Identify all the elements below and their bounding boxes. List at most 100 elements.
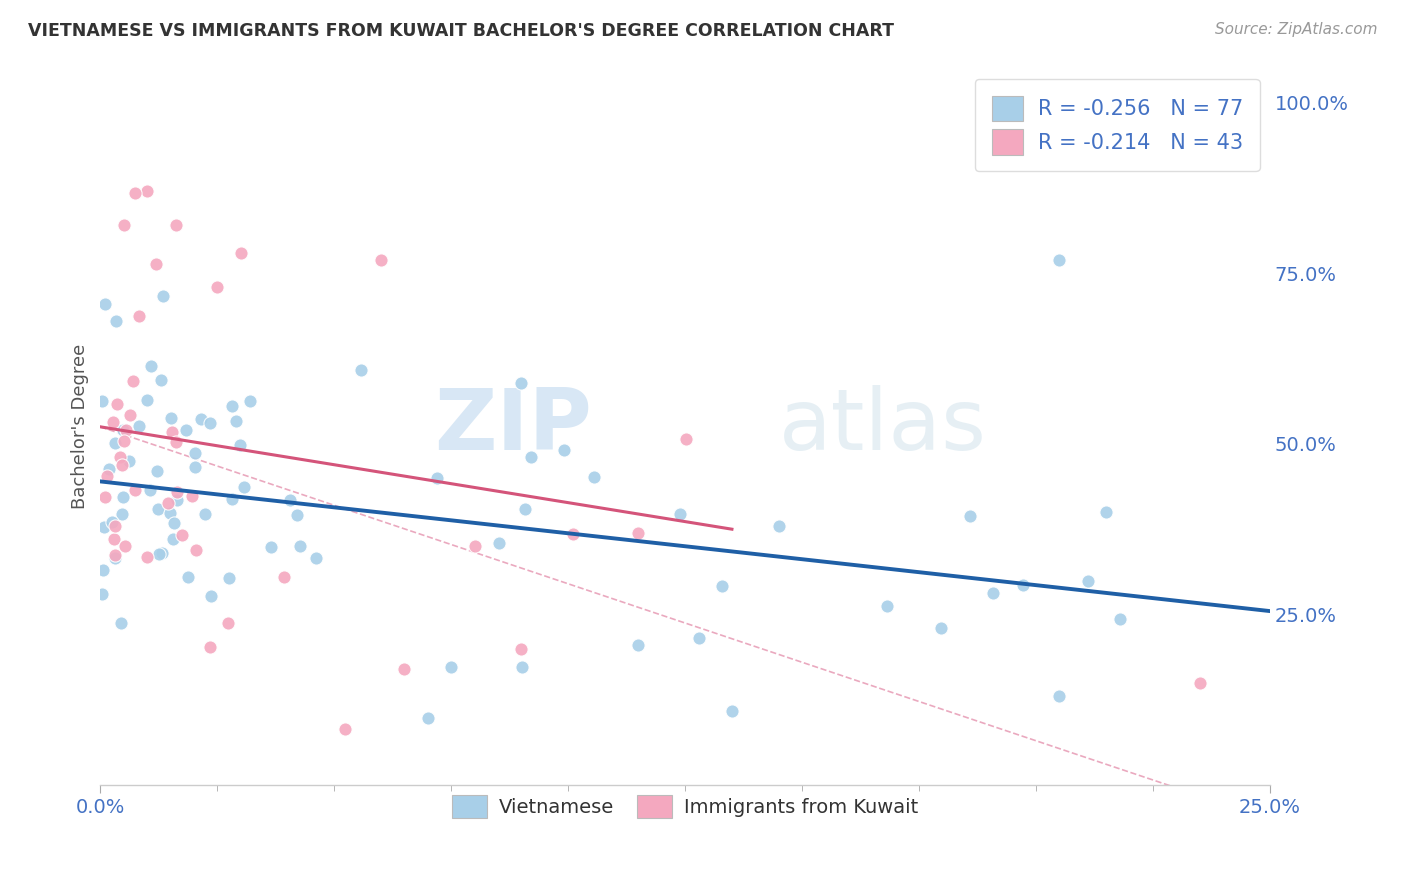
Point (160, 425, 183, 440)
Point (1077, 574, 1099, 589)
Text: Source: ZipAtlas.com: Source: ZipAtlas.com (1215, 22, 1378, 37)
Y-axis label: Bachelor's Degree: Bachelor's Degree (72, 344, 89, 509)
Point (114, 423, 136, 437)
Point (139, 483, 162, 498)
Point (104, 550, 127, 565)
Point (959, 508, 981, 523)
Point (114, 539, 136, 553)
Point (510, 376, 533, 390)
Point (464, 539, 486, 553)
Point (149, 374, 172, 388)
Point (148, 547, 170, 561)
Point (370, 252, 392, 267)
Point (513, 502, 536, 516)
Point (229, 245, 252, 260)
Point (118, 454, 141, 468)
Point (1188, 675, 1211, 690)
Point (1049, 252, 1071, 267)
Point (121, 374, 143, 388)
Point (711, 579, 734, 593)
Point (582, 469, 605, 483)
Point (350, 363, 373, 377)
Point (139, 359, 162, 373)
Point (103, 532, 125, 546)
Point (136, 185, 159, 199)
Point (1011, 578, 1033, 592)
Point (305, 550, 328, 565)
Text: VIETNAMESE VS IMMIGRANTS FROM KUWAIT BACHELOR'S DEGREE CORRELATION CHART: VIETNAMESE VS IMMIGRANTS FROM KUWAIT BAC… (28, 22, 894, 40)
Point (101, 416, 124, 430)
Point (174, 423, 197, 437)
Point (166, 493, 188, 508)
Point (93, 520, 115, 534)
Point (110, 615, 132, 630)
Point (101, 515, 124, 529)
Point (198, 640, 221, 655)
Point (112, 219, 135, 233)
Point (124, 186, 146, 201)
Point (160, 411, 183, 425)
Point (97, 462, 120, 476)
Point (1108, 612, 1130, 626)
Point (335, 722, 357, 736)
Point (91, 563, 114, 577)
Point (103, 436, 125, 450)
Point (184, 543, 207, 558)
Point (981, 585, 1004, 599)
Point (165, 218, 187, 232)
Point (627, 525, 650, 540)
Point (221, 400, 243, 414)
Point (488, 536, 510, 550)
Text: atlas: atlas (779, 385, 987, 468)
Point (1049, 690, 1071, 704)
Point (157, 496, 180, 510)
Point (260, 541, 283, 555)
Point (159, 506, 181, 520)
Point (111, 423, 134, 437)
Point (94, 297, 117, 311)
Point (96, 469, 118, 483)
Point (94, 491, 117, 505)
Point (165, 435, 187, 450)
Point (111, 490, 134, 504)
Point (152, 289, 174, 303)
Point (145, 257, 167, 271)
Point (721, 704, 744, 718)
Point (278, 492, 301, 507)
Point (128, 310, 150, 324)
Point (233, 480, 256, 494)
Point (287, 508, 309, 522)
Point (104, 548, 127, 562)
Point (111, 507, 134, 521)
Point (112, 434, 135, 448)
Point (194, 507, 217, 521)
Point (128, 419, 150, 434)
Point (91, 393, 114, 408)
Point (426, 471, 449, 485)
Point (184, 446, 207, 460)
Point (418, 711, 440, 725)
Point (876, 599, 898, 613)
Point (207, 280, 229, 294)
Point (136, 550, 159, 565)
Point (218, 571, 240, 585)
Point (136, 392, 159, 407)
Point (510, 641, 533, 656)
Point (172, 528, 194, 542)
Point (1095, 505, 1118, 519)
Point (288, 539, 311, 553)
Point (627, 638, 650, 652)
Point (929, 621, 952, 635)
Point (107, 397, 129, 411)
Point (184, 459, 207, 474)
Point (440, 659, 463, 673)
Point (688, 632, 710, 646)
Point (177, 570, 200, 584)
Point (110, 450, 132, 464)
Point (146, 464, 169, 478)
Point (768, 518, 790, 533)
Point (163, 516, 186, 530)
Point (520, 450, 543, 464)
Point (221, 491, 243, 506)
Point (217, 615, 239, 630)
